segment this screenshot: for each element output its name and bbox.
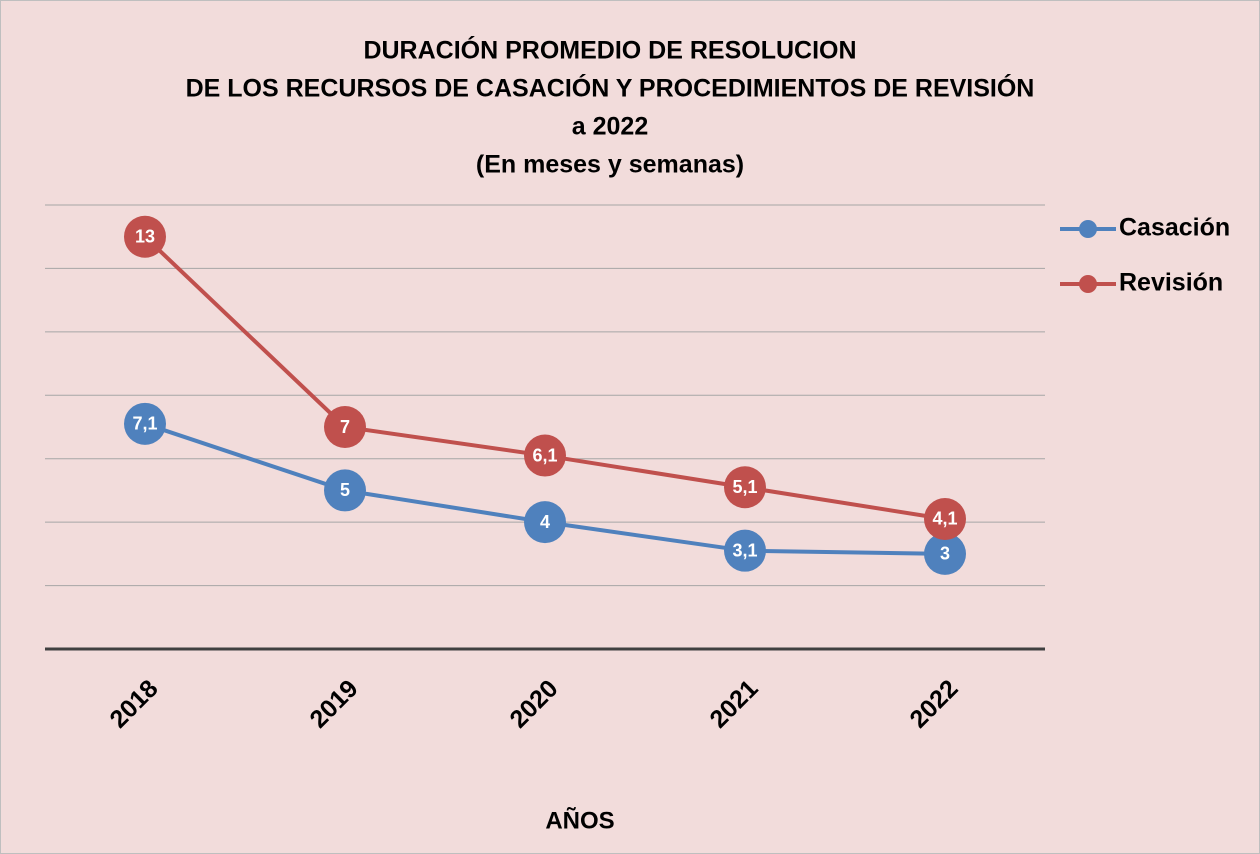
- data-label: 4,1: [932, 509, 957, 529]
- title-line: DE LOS RECURSOS DE CASACIÓN Y PROCEDIMIE…: [186, 73, 1035, 103]
- title-line: a 2022: [572, 113, 648, 141]
- chart-title: DURACIÓN PROMEDIO DE RESOLUCION DE LOS RE…: [186, 35, 1035, 179]
- marker: [324, 406, 366, 448]
- data-label: 3,1: [732, 540, 757, 560]
- marker: [724, 466, 766, 509]
- title-line: (En meses y semanas): [476, 151, 744, 179]
- marker: [124, 402, 166, 445]
- data-label: 7: [340, 417, 350, 437]
- legend-label: Revisión: [1119, 269, 1223, 297]
- data-label: 7,1: [132, 414, 157, 434]
- data-label: 6,1: [532, 445, 557, 465]
- data-label: 4: [540, 512, 550, 532]
- marker: [924, 532, 966, 575]
- x-axis-title: AÑOS: [545, 806, 614, 834]
- data-label: 5,1: [732, 477, 757, 497]
- marker: [724, 529, 766, 572]
- marker: [524, 434, 566, 477]
- title-line: DURACIÓN PROMEDIO DE RESOLUCION: [363, 35, 856, 65]
- marker: [324, 469, 366, 512]
- data-label: 5: [340, 480, 350, 500]
- marker: [524, 501, 566, 544]
- marker: [124, 215, 166, 258]
- marker: [924, 497, 966, 540]
- legend-label: Casación: [1119, 214, 1230, 242]
- legend-marker: [1079, 220, 1097, 238]
- legend-marker: [1079, 275, 1097, 293]
- data-label: 13: [135, 226, 155, 246]
- data-label: 3: [940, 544, 950, 564]
